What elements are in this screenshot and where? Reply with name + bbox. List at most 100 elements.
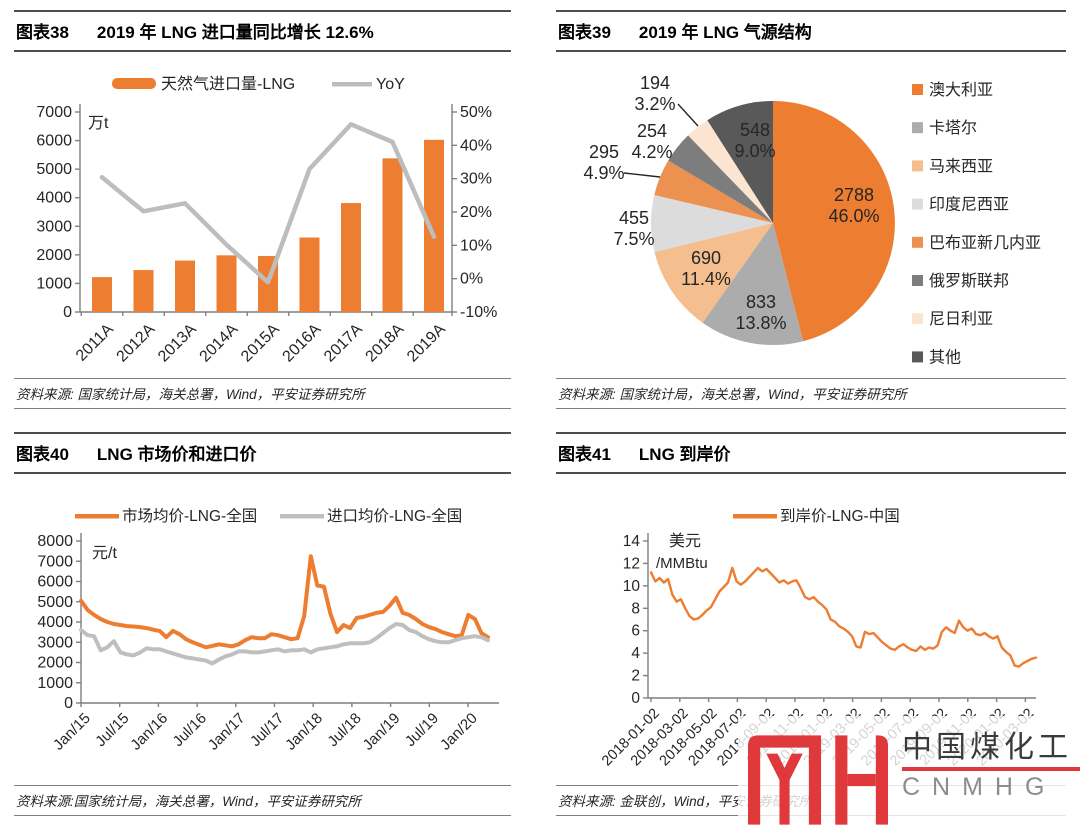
figure-title-bar: 图表39 2019 年 LNG 气源结构	[556, 10, 1066, 52]
x-axis-category-label: 2015A	[238, 321, 283, 366]
left-axis-tick-label: 5000	[36, 161, 72, 178]
pie-slice-0	[773, 101, 895, 342]
legend-label: 市场均价-LNG-全国	[122, 507, 257, 525]
pie-label-value: 254	[637, 121, 667, 141]
pie-label-pct: 46.0%	[828, 206, 879, 226]
legend-label: 进口均价-LNG-全国	[327, 507, 462, 525]
legend-label: 到岸价-LNG-中国	[780, 507, 900, 525]
pie-label-pct: 13.8%	[735, 313, 786, 333]
series-line-1	[79, 622, 490, 666]
x-axis-tick-label: Jul/19	[402, 710, 442, 750]
right-axis-tick-label: 0%	[460, 271, 483, 288]
y-axis-tick-label: 10	[623, 578, 641, 595]
cnmhg-logo-mark-icon	[748, 735, 888, 825]
pie-legend-label: 尼日利亚	[929, 310, 993, 328]
yoy-line	[99, 122, 437, 285]
bar-2017A	[341, 203, 361, 312]
y-axis-tick-label: 0	[631, 690, 640, 707]
y-axis-tick-label: 0	[64, 695, 73, 712]
y-axis-tick-label: 5000	[37, 594, 73, 611]
logo-english-name: CNMHG	[902, 772, 1057, 801]
cnmhg-watermark-logo: 中国煤化工 CNMHG	[738, 716, 1080, 831]
pie-legend-label: 俄罗斯联邦	[929, 272, 1009, 290]
figure-code: 图表41	[558, 445, 611, 464]
pie-legend-swatch	[912, 275, 923, 286]
pie-legend-swatch	[912, 122, 923, 134]
x-axis-category-label: 2016A	[280, 321, 325, 366]
right-axis-tick-label: 30%	[460, 171, 492, 188]
y-axis-tick-label: 12	[623, 555, 640, 572]
source-note: 资料来源: 国家统计局，海关总署，Wind，平安证券研究所	[14, 378, 511, 409]
figure-title-bar: 图表41 LNG 到岸价	[556, 432, 1066, 474]
y-axis-unit-label: 元/t	[92, 545, 117, 562]
pie-slice-2	[654, 223, 773, 323]
left-axis-tick-label: 7000	[36, 104, 72, 121]
left-axis-tick-label: 0	[63, 304, 72, 321]
y-axis-tick-label: 14	[623, 533, 641, 550]
pie-slice-7	[707, 101, 773, 223]
legend-label-bar-series: 天然气进口量-LNG	[161, 75, 295, 93]
left-axis-tick-label: 2000	[36, 247, 72, 264]
x-axis-tick-label: Jul/16	[170, 710, 210, 750]
bar-2016A	[299, 237, 320, 312]
pie-slice-4	[654, 160, 773, 223]
pie-legend-label: 其他	[929, 348, 961, 366]
x-axis-tick-label: Jan/18	[282, 710, 326, 754]
pie-legend-swatch	[912, 84, 923, 95]
pie-label-pct: 4.2%	[631, 142, 672, 162]
pie-label-pct: 3.2%	[634, 94, 675, 114]
pie-legend-label: 卡塔尔	[929, 119, 977, 137]
figure-title: 2019 年 LNG 进口量同比增长 12.6%	[96, 23, 374, 42]
pie-label-leader-line	[623, 172, 661, 178]
x-axis-tick-label: Jul/17	[247, 710, 287, 750]
x-axis-category-label: 2014A	[197, 321, 242, 366]
y-axis-tick-label: 3000	[37, 634, 73, 651]
panel-lng-market-import-price: 图表40 LNG 市场价和进口价 市场均价-LNG-全国 进口均价-LNG-全国 0…	[14, 432, 511, 816]
x-axis-tick-label: Jan/20	[437, 710, 481, 754]
x-axis-category-label: 2011A	[73, 321, 117, 365]
left-axis-tick-label: 6000	[36, 133, 72, 150]
left-axis-tick-label: 3000	[36, 218, 72, 235]
lng-price-line-chart-area: 市场均价-LNG-全国 进口均价-LNG-全国 0 1000 2000 3000 4000 5…	[14, 474, 511, 785]
figure-code: 图表38	[16, 23, 69, 42]
y-axis-tick-label: 8	[631, 600, 640, 617]
pie-label-value: 194	[640, 73, 670, 93]
pie-label-value: 548	[740, 120, 770, 140]
legend-line-swatch	[332, 82, 372, 87]
right-axis-tick-label: 10%	[460, 237, 492, 254]
figure-title: LNG 市场价和进口价	[96, 445, 257, 464]
source-note: 资料来源:国家统计局，海关总署，Wind，平安证券研究所	[14, 785, 511, 816]
lng-import-bar-chart: 天然气进口量-LNG YoY 0 1000 2000 3000 4000 5000 6000 70…	[36, 75, 497, 366]
x-axis-category-label: 2019A	[404, 321, 449, 366]
x-axis-tick-label: Jul/15	[92, 710, 132, 750]
series-line-0	[649, 566, 1038, 668]
figure-title: LNG 到岸价	[638, 445, 731, 464]
y-axis-unit-label-1: 美元	[669, 532, 701, 550]
left-axis-tick-label: 4000	[36, 190, 72, 207]
right-axis-tick-label: 20%	[460, 204, 492, 221]
logo-mark-shape	[875, 735, 888, 825]
pie-slice-1	[702, 223, 804, 345]
x-axis-tick-label: Jan/17	[205, 710, 249, 754]
pie-label-pct: 4.9%	[583, 163, 624, 183]
pie-legend-label: 马来西亚	[929, 157, 993, 175]
pie-label-pct: 11.4%	[681, 269, 731, 289]
panel-lng-import-volume: 图表38 2019 年 LNG 进口量同比增长 12.6% 天然气进口量-LNG…	[14, 10, 511, 409]
y-axis-tick-label: 1000	[37, 675, 73, 692]
y-axis-unit-label-2: /MMBtu	[656, 555, 708, 572]
figure-title-bar: 图表40 LNG 市场价和进口价	[14, 432, 511, 474]
pie-label-value: 455	[619, 208, 649, 228]
y-axis-tick-label: 4	[631, 645, 640, 662]
x-axis-tick-label: Jul/18	[324, 710, 364, 750]
pie-legend-swatch	[912, 313, 923, 325]
y-axis-tick-label: 4000	[37, 614, 73, 631]
pie-legend-swatch	[912, 198, 923, 210]
logo-mark-shape	[748, 735, 822, 825]
y-axis-tick-label: 8000	[37, 533, 73, 550]
pie-label-value: 690	[691, 248, 721, 268]
y-axis-tick-label: 2000	[37, 655, 73, 672]
figure-title: 2019 年 LNG 气源结构	[638, 23, 812, 42]
x-axis-tick-label: Jan/16	[127, 710, 171, 754]
